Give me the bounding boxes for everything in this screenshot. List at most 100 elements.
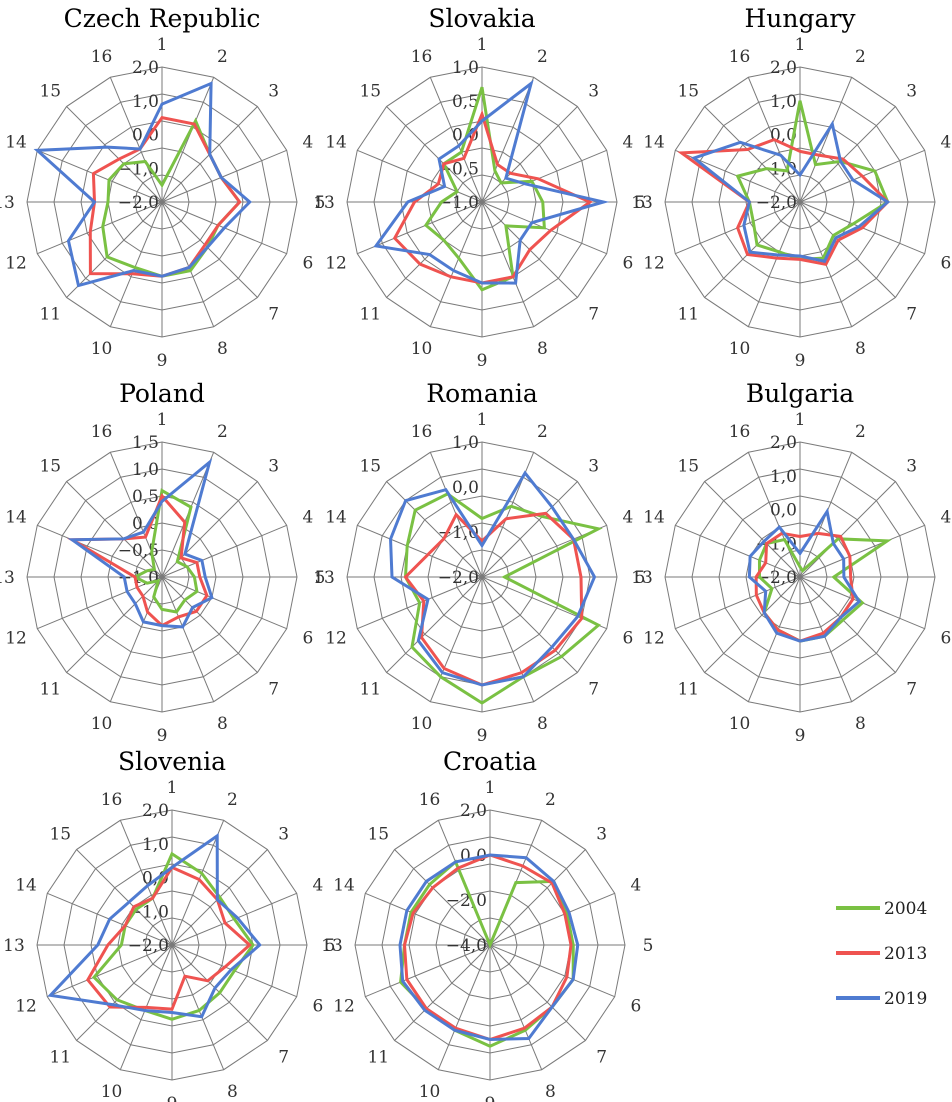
spoke-label: 12 <box>5 253 27 273</box>
spoke-label: 8 <box>855 714 866 734</box>
tick-label: −0,5 <box>118 541 159 561</box>
spoke-line <box>119 820 173 946</box>
spoke-line <box>747 576 801 702</box>
spoke-label: 16 <box>419 790 441 810</box>
spoke-label: 14 <box>325 133 347 153</box>
spoke-label: 10 <box>729 339 751 359</box>
spoke-line <box>365 892 491 946</box>
tick-label: 1,0 <box>452 58 479 78</box>
spoke-label: 14 <box>643 133 665 153</box>
spoke-label: 15 <box>367 824 389 844</box>
spoke-label: 13 <box>3 936 25 956</box>
spoke-line <box>365 944 491 998</box>
spoke-label: 12 <box>325 628 347 648</box>
spoke-line <box>799 77 853 203</box>
spoke-line <box>76 849 173 946</box>
tick-label: −2,0 <box>446 891 487 911</box>
spoke-label: 1 <box>157 35 168 55</box>
spoke-line <box>799 576 896 673</box>
spoke-label: 3 <box>268 456 279 476</box>
spoke-label: 16 <box>91 47 113 67</box>
spoke-label: 14 <box>5 133 27 153</box>
spoke-label: 10 <box>411 339 433 359</box>
spoke-line <box>394 849 491 946</box>
spoke-label: 3 <box>588 456 599 476</box>
spoke-line <box>481 77 535 203</box>
spoke-label: 3 <box>278 824 289 844</box>
spoke-label: 7 <box>268 680 279 700</box>
spoke-label: 6 <box>623 628 634 648</box>
spoke-line <box>437 944 491 1070</box>
series-line-2019 <box>373 79 610 285</box>
spoke-label: 11 <box>49 1048 71 1068</box>
spoke-label: 15 <box>359 456 381 476</box>
spoke-label: 4 <box>941 508 952 528</box>
spoke-label: 16 <box>91 422 113 442</box>
radar-chart-romania: Romania12345678910111213141516−2,0−1,00,… <box>313 379 645 746</box>
spoke-label: 4 <box>623 508 634 528</box>
spoke-label: 13 <box>321 936 343 956</box>
spoke-line <box>481 201 535 327</box>
spoke-label: 7 <box>906 680 917 700</box>
tick-label: 1,5 <box>132 433 159 453</box>
spoke-label: 11 <box>677 305 699 325</box>
spoke-label: 16 <box>411 422 433 442</box>
spoke-label: 9 <box>477 351 488 371</box>
spoke-label: 11 <box>359 305 381 325</box>
tick-label: 1,0 <box>132 92 159 112</box>
spoke-label: 14 <box>643 508 665 528</box>
chart-title: Poland <box>119 379 205 408</box>
spoke-label: 11 <box>677 680 699 700</box>
spoke-label: 8 <box>855 339 866 359</box>
series-line-2019 <box>690 120 891 263</box>
chart-title: Romania <box>426 379 538 408</box>
spoke-label: 9 <box>477 726 488 746</box>
spoke-label: 3 <box>588 81 599 101</box>
spoke-line <box>171 944 225 1070</box>
spoke-label: 7 <box>596 1048 607 1068</box>
spoke-line <box>161 524 287 578</box>
spoke-line <box>76 944 173 1041</box>
tick-label: 1,0 <box>142 835 169 855</box>
spoke-label: 3 <box>906 456 917 476</box>
spoke-line <box>747 452 801 578</box>
spoke-label: 7 <box>588 305 599 325</box>
series-line-2013 <box>88 115 242 278</box>
spoke-line <box>489 892 615 946</box>
radar-chart-czech-republic: Czech Republic12345678910111213141516−2,… <box>0 4 325 371</box>
spoke-line <box>161 576 215 702</box>
legend-label-2019: 2019 <box>884 989 927 1009</box>
spoke-line <box>675 524 801 578</box>
spoke-label: 15 <box>677 456 699 476</box>
spoke-line <box>37 201 163 255</box>
spoke-label: 2 <box>545 790 556 810</box>
spoke-line <box>109 77 163 203</box>
spoke-line <box>704 106 801 203</box>
spoke-label: 15 <box>359 81 381 101</box>
tick-label: 2,0 <box>770 58 797 78</box>
series-line-2013 <box>677 138 890 267</box>
radar-grid <box>346 66 618 338</box>
spoke-label: 9 <box>157 726 168 746</box>
spoke-label: 15 <box>39 456 61 476</box>
tick-label: −2,0 <box>128 936 169 956</box>
spoke-line <box>429 77 483 203</box>
spoke-label: 9 <box>795 726 806 746</box>
spoke-label: 13 <box>313 568 335 588</box>
spoke-line <box>386 201 483 298</box>
spoke-line <box>161 77 215 203</box>
tick-label: 0,5 <box>452 92 479 112</box>
spoke-line <box>161 576 258 673</box>
spoke-label: 8 <box>217 339 228 359</box>
spoke-line <box>66 201 163 298</box>
spoke-line <box>799 106 896 203</box>
spoke-label: 4 <box>303 133 314 153</box>
spoke-line <box>799 576 853 702</box>
tick-label: 1,0 <box>770 467 797 487</box>
spoke-line <box>429 576 483 702</box>
spoke-label: 5 <box>635 568 646 588</box>
spoke-label: 10 <box>101 1082 123 1102</box>
radar-chart-slovenia: Slovenia12345678910111213141516−2,0−1,00… <box>3 747 335 1102</box>
radar-grid <box>346 441 618 713</box>
